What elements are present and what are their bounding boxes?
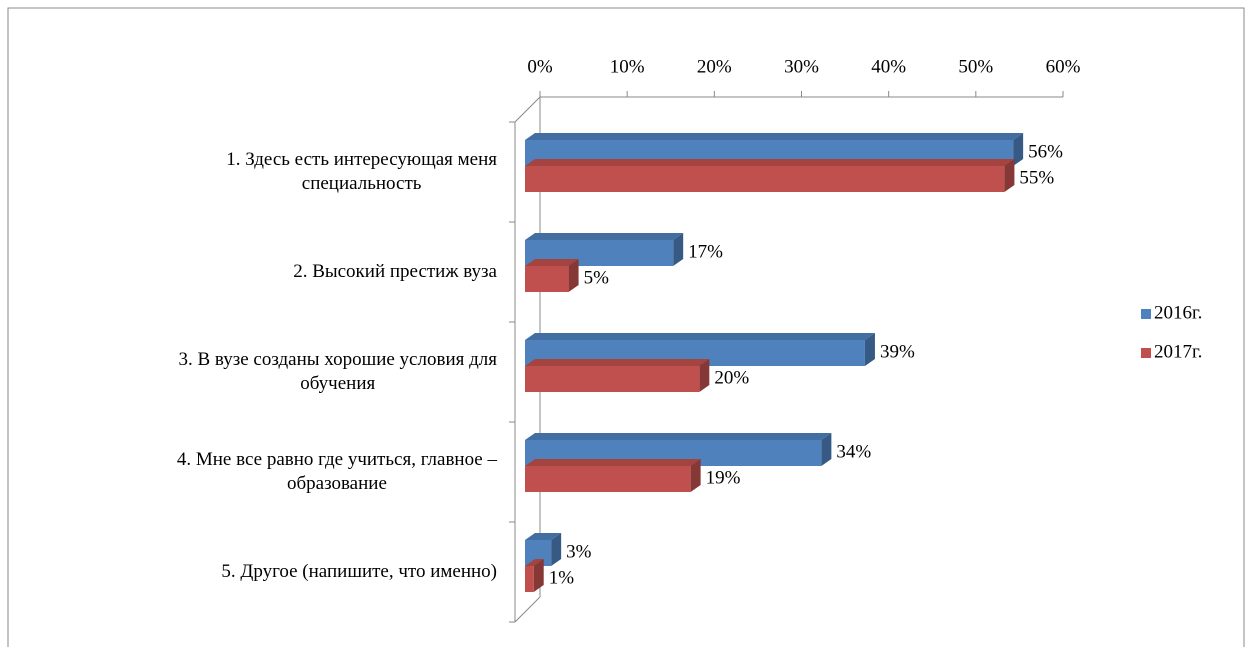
x-tick-label: 60% bbox=[1046, 56, 1081, 77]
x-tick-label: 10% bbox=[610, 56, 645, 77]
x-tick-label: 40% bbox=[871, 56, 906, 77]
y-tick-label: 4. Мне все равно где учиться, главное – … bbox=[176, 449, 497, 494]
chart-border bbox=[7, 7, 1245, 647]
bar-top bbox=[525, 533, 562, 540]
data-label: 1% bbox=[549, 567, 575, 588]
legend-swatch bbox=[1141, 309, 1151, 319]
data-label: 39% bbox=[880, 341, 915, 362]
bar-top bbox=[525, 559, 544, 566]
bar-side bbox=[568, 259, 579, 292]
data-label: 55% bbox=[1019, 167, 1054, 188]
bar-side bbox=[551, 533, 562, 566]
legend-label: 2016г. bbox=[1154, 302, 1202, 323]
bar bbox=[525, 166, 1005, 192]
data-label: 5% bbox=[584, 267, 610, 288]
x-tick-label: 50% bbox=[958, 56, 993, 77]
axis-edge bbox=[514, 596, 541, 623]
bar-side bbox=[690, 459, 701, 492]
legend-label: 2017г. bbox=[1154, 341, 1202, 362]
y-tick-label: 1. Здесь есть интересующая меня специаль… bbox=[226, 149, 497, 194]
bar bbox=[525, 566, 534, 592]
bar-top bbox=[525, 233, 684, 240]
bar-side bbox=[673, 233, 684, 266]
data-label: 3% bbox=[566, 541, 592, 562]
data-label: 20% bbox=[714, 367, 749, 388]
bar-side bbox=[533, 559, 544, 592]
y-tick-label: 2. Высокий престиж вуза bbox=[293, 261, 497, 282]
bar-side bbox=[699, 359, 710, 392]
bar-top bbox=[525, 433, 832, 440]
bar-side bbox=[864, 333, 875, 366]
bar-top bbox=[525, 159, 1015, 166]
legend-swatch bbox=[1141, 348, 1151, 358]
x-tick-label: 30% bbox=[784, 56, 819, 77]
bar-top bbox=[525, 459, 701, 466]
axis-edge bbox=[514, 96, 541, 123]
bar bbox=[525, 466, 691, 492]
data-label: 17% bbox=[688, 241, 723, 262]
bar bbox=[525, 266, 569, 292]
data-label: 34% bbox=[836, 441, 871, 462]
bar bbox=[525, 366, 700, 392]
bar-top bbox=[525, 133, 1024, 140]
bar-top bbox=[525, 359, 710, 366]
x-tick-label: 0% bbox=[527, 56, 553, 77]
y-tick-label: 5. Другое (напишите, что именно) bbox=[221, 561, 497, 582]
bar-top bbox=[525, 333, 875, 340]
bar-side bbox=[1013, 133, 1024, 166]
bar-side bbox=[821, 433, 832, 466]
y-tick-label: 3. В вузе созданы хорошие условия для об… bbox=[178, 349, 497, 394]
bar-side bbox=[1004, 159, 1015, 192]
bar-top bbox=[525, 259, 579, 266]
data-label: 19% bbox=[706, 467, 741, 488]
data-label: 56% bbox=[1028, 141, 1063, 162]
x-tick-label: 20% bbox=[697, 56, 732, 77]
